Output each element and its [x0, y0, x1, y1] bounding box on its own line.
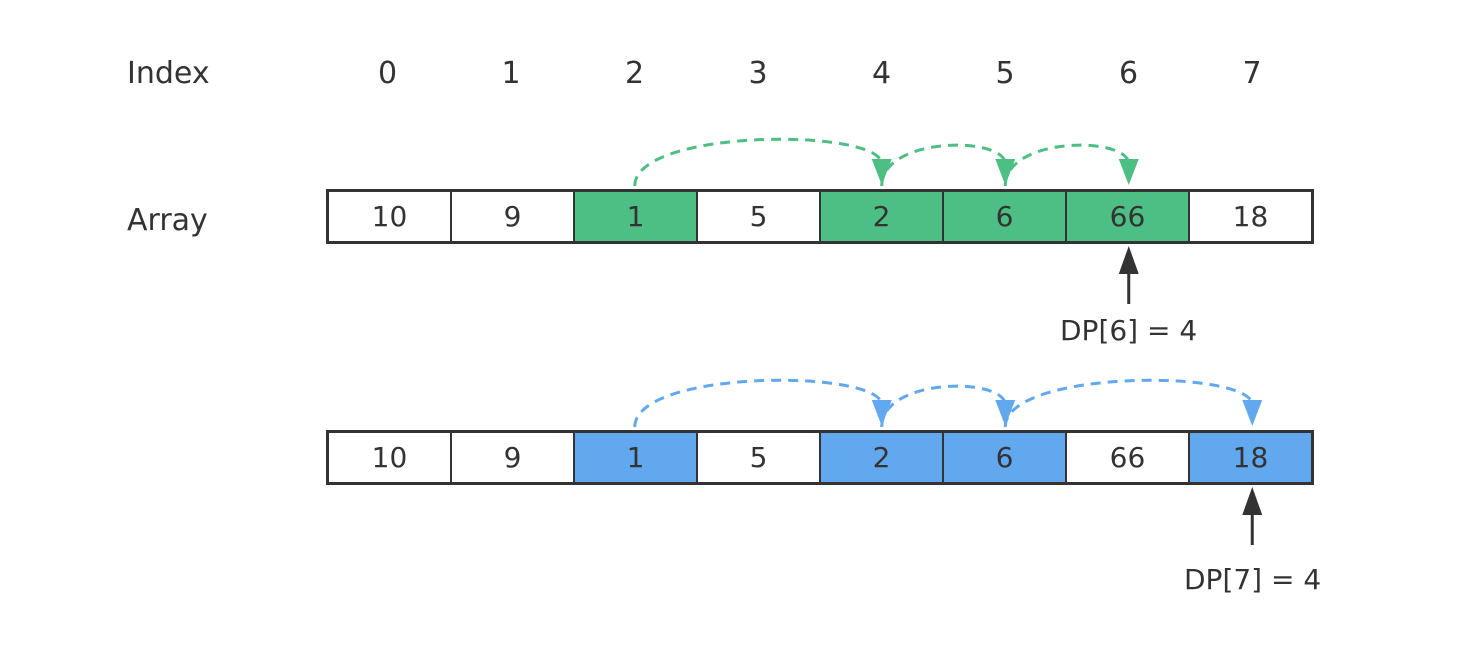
- array-cell-1-6: 66: [1067, 433, 1190, 482]
- arc-1-1: [880, 384, 1007, 428]
- arc-0-2: [1003, 143, 1131, 187]
- arc-1-0: [633, 378, 884, 428]
- array-cell-0-1: 9: [452, 192, 575, 241]
- pointer-arrowhead-1: [1242, 487, 1263, 515]
- index-0: 0: [377, 56, 398, 91]
- array-cell-0-2: 1: [575, 192, 698, 241]
- arc-0-1: [880, 143, 1007, 187]
- pointer-arrowhead-0: [1118, 246, 1139, 274]
- array-cell-0-7: 18: [1232, 200, 1269, 233]
- arrowhead-1-1: [995, 400, 1016, 426]
- array-cell-1-3: 5: [698, 433, 821, 482]
- array-cell-1-4: 2: [821, 433, 944, 482]
- arrowhead-0-1: [995, 159, 1016, 185]
- index-5: 5: [995, 56, 1015, 91]
- array-cell-1-1: 9: [452, 433, 575, 482]
- arrowhead-0-2: [1118, 159, 1139, 185]
- array-cell-1-2: 1: [575, 433, 698, 482]
- index-2: 2: [624, 56, 645, 91]
- array-cell-0-6: 66: [1067, 192, 1190, 241]
- array-row-green: 10 9 1 5 2 6 66 18: [326, 189, 1314, 244]
- array-cell-1-7: 18: [1190, 433, 1311, 482]
- array-cell-0-5: 6: [944, 192, 1067, 241]
- array-cell-0-4: 2: [821, 192, 944, 241]
- index-row-label: Index: [127, 56, 210, 91]
- arc-1-2: [1003, 378, 1254, 428]
- arc-0-0: [633, 137, 884, 187]
- array-row-blue: 10 9 1 5 2 6 66 18: [326, 430, 1314, 485]
- array-cell-0-3: 5: [698, 192, 821, 241]
- index-7: 7: [1242, 56, 1262, 91]
- dp6-label: DP[6] = 4: [1060, 314, 1198, 347]
- index-6: 6: [1118, 56, 1139, 91]
- array-row-label: Array: [127, 203, 208, 238]
- dp7-label: DP[7] = 4: [1184, 563, 1322, 596]
- index-1: 1: [501, 56, 521, 91]
- arrowhead-0-0: [871, 159, 892, 185]
- array-cell-0-0: 10: [329, 192, 452, 241]
- arrowhead-1-0: [871, 400, 892, 426]
- index-4: 4: [871, 56, 892, 91]
- arrowhead-1-2: [1242, 400, 1263, 426]
- array-cell-1-0: 10: [329, 433, 452, 482]
- index-3: 3: [748, 56, 768, 91]
- array-cell-1-5: 6: [944, 433, 1067, 482]
